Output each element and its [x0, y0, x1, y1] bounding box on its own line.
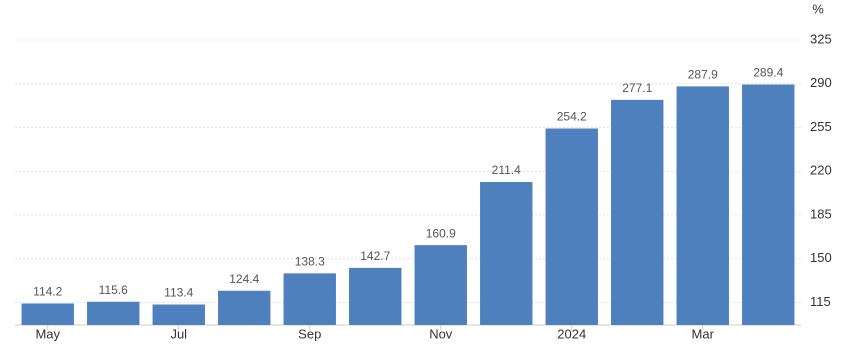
bar — [349, 267, 402, 325]
value-label: 277.1 — [622, 81, 652, 95]
x-tick-label: Nov — [429, 326, 453, 341]
bar — [545, 128, 598, 325]
bar — [414, 245, 467, 325]
bar — [21, 303, 74, 325]
x-tick-label: Sep — [298, 326, 321, 341]
x-tick-label: May — [35, 326, 60, 341]
value-label: 142.7 — [360, 249, 390, 263]
value-label: 124.4 — [229, 272, 259, 286]
y-unit: % — [812, 1, 824, 16]
y-tick-label: 185 — [810, 206, 832, 221]
bar — [87, 301, 140, 325]
value-label: 115.6 — [99, 283, 128, 297]
bar — [676, 86, 729, 325]
bar — [283, 273, 336, 325]
value-label: 254.2 — [557, 110, 587, 124]
y-tick-label: 290 — [810, 75, 832, 90]
y-tick-label: 220 — [810, 163, 832, 178]
value-label: 287.9 — [688, 68, 718, 82]
x-tick-label: Mar — [692, 326, 715, 341]
value-label: 113.4 — [164, 286, 193, 300]
x-tick-label: Jul — [170, 326, 187, 341]
bar — [480, 182, 533, 325]
y-tick-label: 325 — [810, 31, 832, 46]
value-label: 160.9 — [426, 226, 456, 240]
bar — [218, 290, 271, 325]
value-label: 289.4 — [753, 66, 783, 80]
y-tick-label: 150 — [810, 250, 832, 265]
value-label: 114.2 — [33, 285, 62, 299]
value-label: 138.3 — [295, 255, 325, 269]
bar — [152, 304, 205, 325]
y-tick-label: 115 — [810, 294, 831, 309]
bar — [742, 84, 795, 325]
value-label: 211.4 — [492, 163, 521, 177]
y-tick-label: 255 — [810, 119, 832, 134]
x-tick-label: 2024 — [557, 326, 586, 341]
bar — [611, 99, 664, 325]
